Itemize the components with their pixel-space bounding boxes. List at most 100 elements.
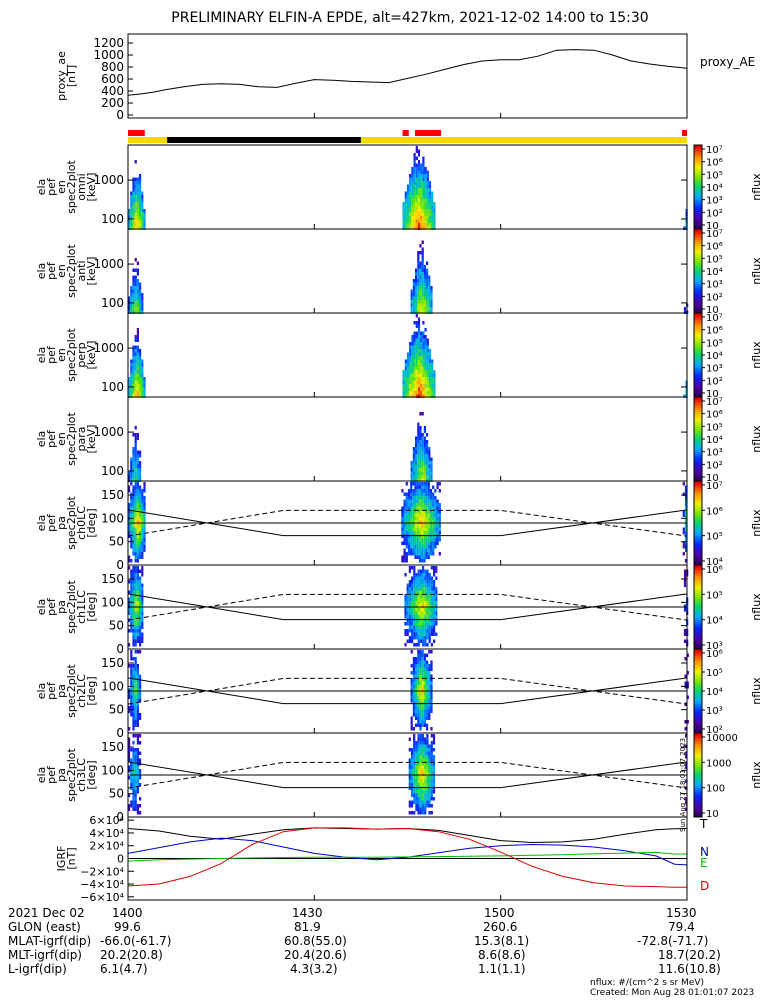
spectrogram-cell xyxy=(435,594,438,598)
ytick-label: 0 xyxy=(116,558,124,572)
spectrogram-cell xyxy=(426,310,429,314)
spectrogram-cell xyxy=(136,485,139,489)
spectrogram-cell xyxy=(430,464,433,468)
spectrogram-cell xyxy=(415,629,418,633)
spectrogram-cell xyxy=(130,377,133,381)
spectrogram-cell xyxy=(141,615,144,619)
spectrogram-cell xyxy=(412,279,415,283)
spectrogram-cell xyxy=(420,370,423,374)
spectrogram-cell xyxy=(402,387,405,391)
spectrogram-cell xyxy=(134,688,137,692)
spectrogram-cell xyxy=(416,485,419,489)
spectrogram-cell xyxy=(428,573,431,577)
spectrogram-cell xyxy=(426,604,429,608)
spectrogram-cell xyxy=(423,289,426,293)
colorbar-swatch xyxy=(694,735,702,738)
spectrogram-cell xyxy=(411,219,414,223)
spectrogram-cell xyxy=(417,755,420,759)
spectrogram-cell xyxy=(415,604,418,608)
spectrogram-cell xyxy=(428,594,431,598)
spectrogram-cell xyxy=(421,265,424,269)
spectrogram-cell xyxy=(130,758,133,762)
spectrogram-cell xyxy=(139,772,142,776)
spectrogram-cell xyxy=(419,625,422,629)
spectrogram-cell xyxy=(424,580,427,584)
spectrogram-cell xyxy=(413,755,416,759)
footer-value: -72.8(-71.7) xyxy=(637,934,709,948)
colorbar-swatch xyxy=(694,178,702,182)
spectrogram-cell xyxy=(430,667,433,671)
colorbar-swatch xyxy=(694,174,702,177)
spectrogram-cell xyxy=(430,758,433,762)
spectrogram-cell xyxy=(139,377,142,381)
spectrogram-cell xyxy=(409,363,412,367)
spectrogram-cell xyxy=(415,293,418,297)
spectrogram-cell xyxy=(415,800,418,804)
spectrogram-cell xyxy=(409,226,412,230)
spectrogram-cell xyxy=(426,184,429,188)
spectrogram-cell xyxy=(428,310,431,314)
spectrogram-cell xyxy=(418,492,422,496)
spectrogram-cell xyxy=(414,524,417,528)
spectrogram-cell xyxy=(132,475,135,479)
spectrogram-cell xyxy=(421,723,424,727)
spectrogram-cell xyxy=(420,363,423,367)
spectrogram-cell xyxy=(682,545,685,549)
spectrogram-cell xyxy=(130,608,133,612)
spectrogram-cell xyxy=(428,576,431,580)
spectrogram-cell xyxy=(428,632,431,636)
spectrogram-cell xyxy=(426,450,429,454)
spectrogram-cell xyxy=(128,296,131,300)
spectrogram-cell xyxy=(423,475,426,479)
spectrogram-cell xyxy=(423,461,426,465)
spectrogram-cell xyxy=(414,513,417,517)
spectrogram-cell xyxy=(424,209,427,213)
spectrogram-cell xyxy=(426,286,429,290)
spectrogram-cell xyxy=(422,363,425,367)
spectrogram-cell xyxy=(406,615,409,619)
spectrogram-cell xyxy=(134,279,137,283)
spectrogram-cell xyxy=(406,195,410,199)
spectrogram-cell xyxy=(430,685,433,689)
spectrogram-cell xyxy=(428,475,431,479)
spectrogram-cell xyxy=(426,454,429,458)
spectrogram-cell xyxy=(130,692,133,696)
spectrogram-cell xyxy=(410,513,413,517)
spectrogram-cell xyxy=(410,681,413,685)
spectrogram-cell xyxy=(411,188,414,192)
spectrogram-cell xyxy=(429,534,433,538)
spectrogram-cell xyxy=(407,524,411,528)
spectrogram-cell xyxy=(432,797,436,801)
spectrogram-cell xyxy=(421,482,424,486)
spectrogram-cell xyxy=(406,212,410,216)
colorbar-swatch xyxy=(694,325,702,329)
spectrogram-cell xyxy=(413,335,416,339)
colorbar-swatch xyxy=(694,451,702,455)
colorbar-swatch xyxy=(694,271,702,274)
footer-label-l: L-igrf(dip) xyxy=(8,962,67,976)
colorbar-swatch xyxy=(694,476,702,480)
spectrogram-cell xyxy=(419,776,422,780)
spectrogram-cell xyxy=(426,618,429,622)
spectrogram-cell xyxy=(134,436,137,440)
spectrogram-cell xyxy=(426,727,429,731)
spectrogram-cell xyxy=(417,699,420,703)
spectrogram-cell xyxy=(417,450,420,454)
spectrogram-cell xyxy=(422,387,425,391)
spectrogram-cell xyxy=(423,447,426,451)
spectrogram-cell xyxy=(136,373,139,377)
spectrogram-cell xyxy=(428,349,432,353)
ytick-label: 0 xyxy=(116,642,124,656)
spectrogram-cell xyxy=(130,223,133,227)
spectrogram-cell xyxy=(682,492,685,496)
spectrogram-cell xyxy=(130,800,133,804)
spectrogram-cell xyxy=(411,363,414,367)
colorbar-tick-label: 10⁴ xyxy=(706,435,723,446)
colorbar-swatch xyxy=(694,273,702,276)
spectrogram-cell xyxy=(422,580,425,584)
spectrogram-cell xyxy=(134,650,137,654)
spectrogram-cell xyxy=(130,531,133,535)
colorbar-swatch xyxy=(694,653,702,656)
spectrogram-cell xyxy=(434,510,437,514)
